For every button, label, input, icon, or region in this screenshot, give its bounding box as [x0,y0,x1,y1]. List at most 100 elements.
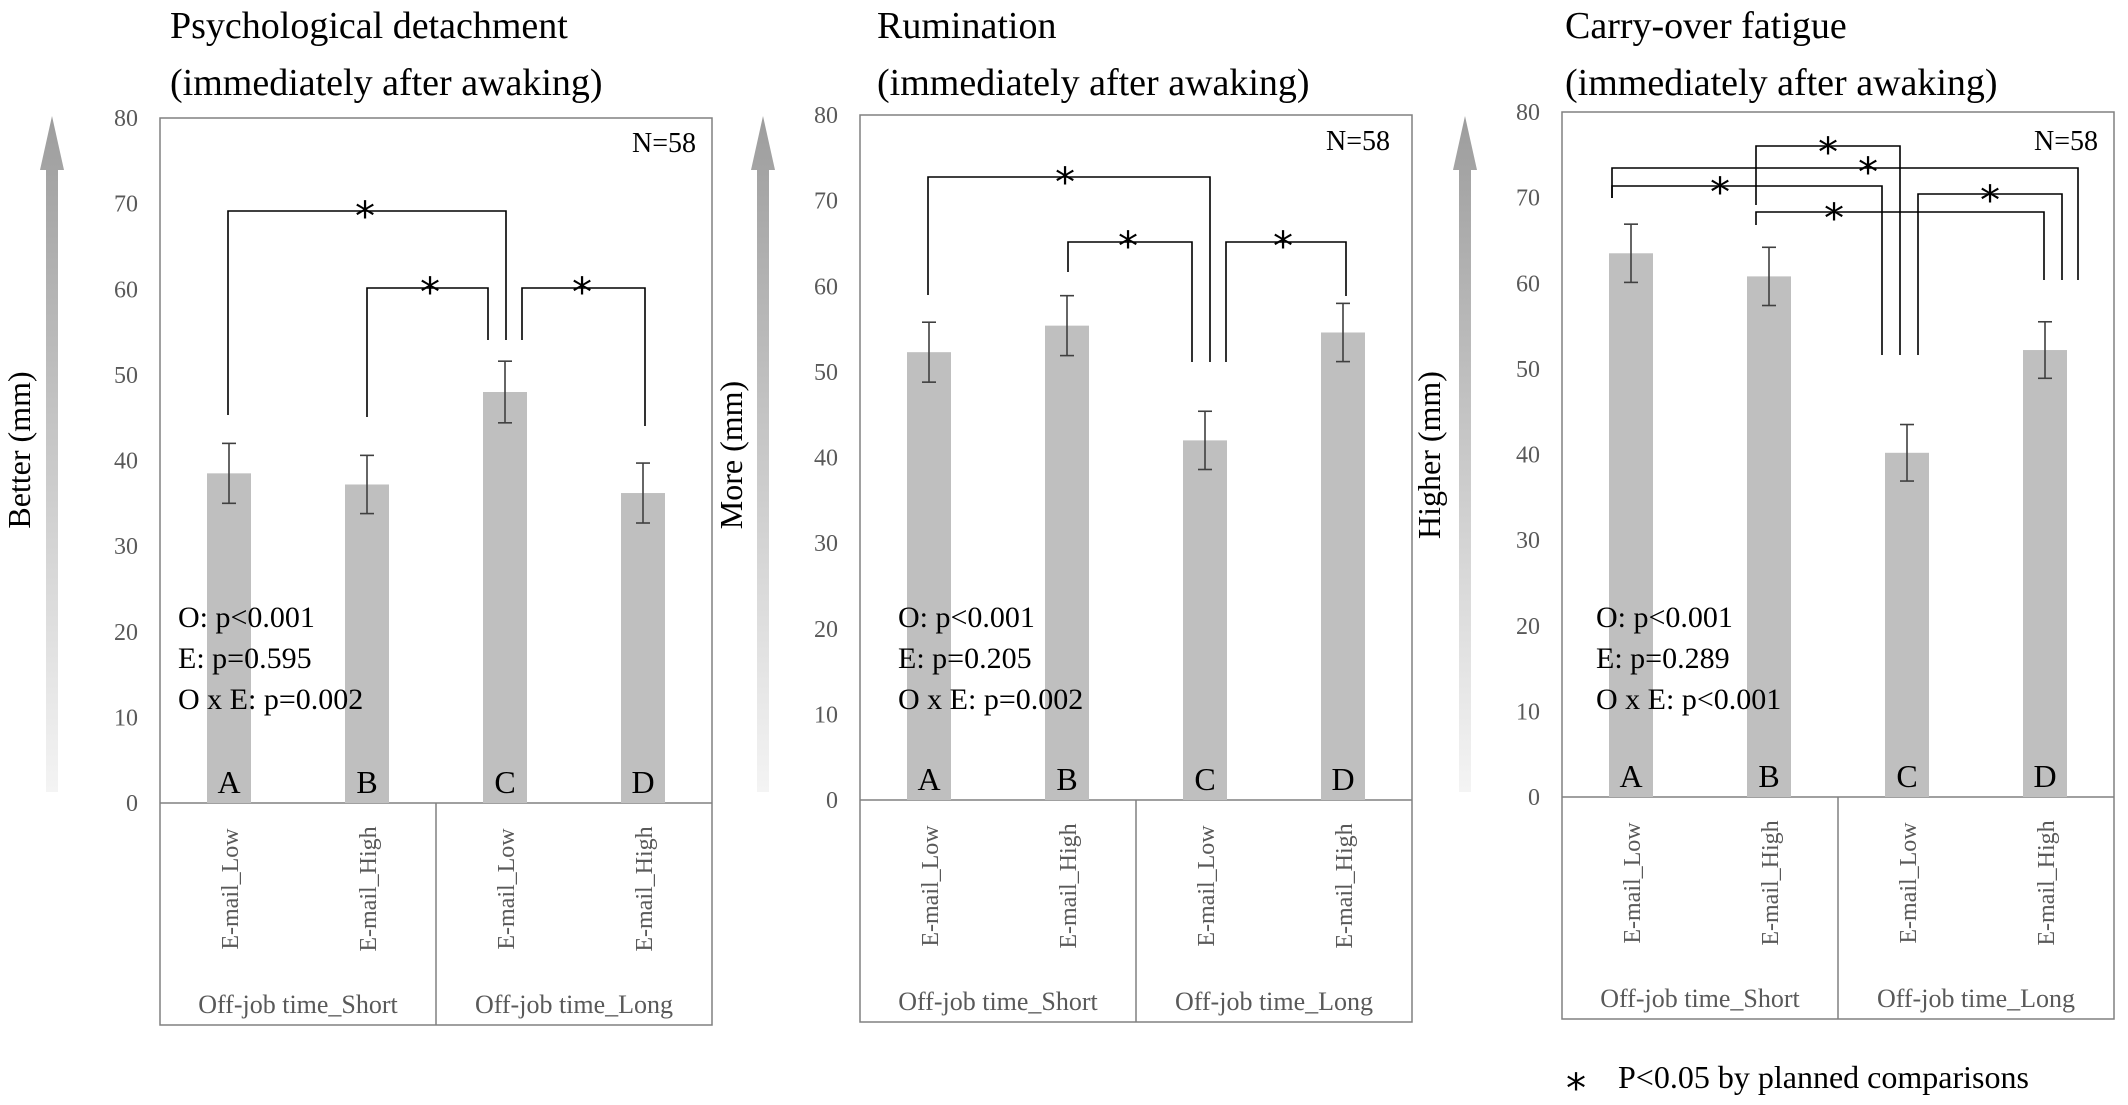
bar [907,352,951,800]
comparison-bracket [1611,185,1883,355]
significance-mark: * [1822,196,1846,242]
x-category-label: E-mail_High [1056,823,1082,948]
x-category-label: E-mail_Low [918,825,944,947]
y-tick-label: 0 [1528,785,1540,811]
bar-letter: D [2033,758,2056,794]
stats-line-1: O: p<0.001 [178,601,315,634]
panel-rumination: Rumination (immediately after awaking) M… [713,5,1413,1023]
bar-letter: D [631,764,654,800]
significance-mark: * [1856,150,1880,196]
bar-letter: B [1056,761,1077,797]
significance-mark: * [353,194,377,240]
x-category-label: E-mail_Low [494,828,520,950]
chart-title-line-2: (immediately after awaking) [877,62,1310,104]
significance-mark: * [1271,224,1295,270]
stats-line-2: E: p=0.289 [1596,642,1730,675]
x-category-label: E-mail_Low [1620,822,1646,944]
bar-letter: A [917,761,940,797]
comparison-bracket [227,210,507,415]
chart-title-line-1: Carry-over fatigue [1565,5,1847,47]
chart-title-line-1: Rumination [877,5,1056,47]
footnote-text: P<0.05 by planned comparisons [1618,1059,2029,1095]
stats-line-3: O x E: p<0.001 [1596,683,1781,716]
stats-line-1: O: p<0.001 [898,601,1035,634]
comparison-bracket [1611,167,2079,280]
y-tick-label: 0 [126,791,138,817]
significance-mark: * [418,270,442,316]
y-tick-label: 10 [1516,699,1540,725]
y-tick-label: 80 [114,106,138,132]
bar [207,473,251,803]
x-group-label: Off-job time_Long [1175,987,1373,1016]
y-tick-label: 20 [114,620,138,646]
y-tick-label: 10 [814,702,838,728]
sample-size-label: N=58 [2034,126,2098,157]
y-axis-label: Better (mm) [1,371,37,528]
bar [1321,332,1365,800]
bar [483,392,527,803]
x-group-label: Off-job time_Short [1600,984,1800,1013]
bar-letter: B [1758,758,1779,794]
significance-mark: * [1053,160,1077,206]
comparison-bracket [927,176,1211,362]
up-arrow-icon [751,116,775,792]
y-tick-label: 20 [814,617,838,643]
stats-line-2: E: p=0.595 [178,642,312,675]
bar [345,484,389,803]
bar [1609,253,1653,797]
y-tick-label: 20 [1516,614,1540,640]
x-group-label: Off-job time_Long [475,990,673,1019]
comparison-bracket [366,287,489,417]
chart-title-line-2: (immediately after awaking) [170,62,603,104]
bar-letter: B [356,764,377,800]
x-group-label: Off-job time_Short [898,987,1098,1016]
up-arrow-icon [1453,116,1477,792]
x-category-label: E-mail_High [632,826,658,951]
y-tick-label: 50 [114,363,138,389]
y-tick-label: 0 [826,788,838,814]
comparison-bracket [1755,211,2045,280]
x-category-label: E-mail_High [1332,823,1358,948]
comparison-bracket [1755,145,1901,355]
panel-psychological-detachment: Psychological detachment (immediately af… [1,5,713,1026]
y-tick-label: 70 [1516,186,1540,212]
significance-mark: * [1708,170,1732,216]
y-tick-label: 30 [814,531,838,557]
y-tick-label: 30 [1516,528,1540,554]
sample-size-label: N=58 [1326,126,1390,157]
y-tick-label: 80 [814,103,838,129]
comparison-bracket [1067,241,1193,362]
bar-letter: A [1619,758,1642,794]
bar-letter: A [217,764,240,800]
y-tick-label: 50 [814,360,838,386]
x-category-label: E-mail_High [1758,820,1784,945]
up-arrow-icon [40,116,64,792]
panel-carry-over-fatigue: Carry-over fatigue (immediately after aw… [1411,5,2115,1020]
bar [2023,350,2067,797]
y-tick-label: 40 [814,446,838,472]
significance-mark: * [1978,178,2002,224]
chart-title-line-2: (immediately after awaking) [1565,62,1998,104]
y-tick-label: 70 [814,189,838,215]
y-tick-label: 50 [1516,357,1540,383]
y-tick-label: 40 [114,449,138,475]
significance-mark: * [1816,130,1840,176]
bar-letter: D [1331,761,1354,797]
bar [1183,440,1227,800]
x-group-label: Off-job time_Long [1877,984,2075,1013]
x-category-label: E-mail_Low [218,828,244,950]
comparison-bracket [1225,241,1347,362]
bar-letter: C [494,764,515,800]
footnote: * P<0.05 by planned comparisons [1564,1059,2029,1105]
sample-size-label: N=58 [632,128,696,159]
bar [621,493,665,803]
significance-mark: * [1116,224,1140,270]
stats-line-1: O: p<0.001 [1596,601,1733,634]
chart-title-line-1: Psychological detachment [170,5,568,47]
significance-mark: * [570,270,594,316]
x-group-label: Off-job time_Short [198,990,398,1019]
x-category-label: E-mail_High [356,826,382,951]
y-tick-label: 70 [114,192,138,218]
y-tick-label: 80 [1516,100,1540,126]
